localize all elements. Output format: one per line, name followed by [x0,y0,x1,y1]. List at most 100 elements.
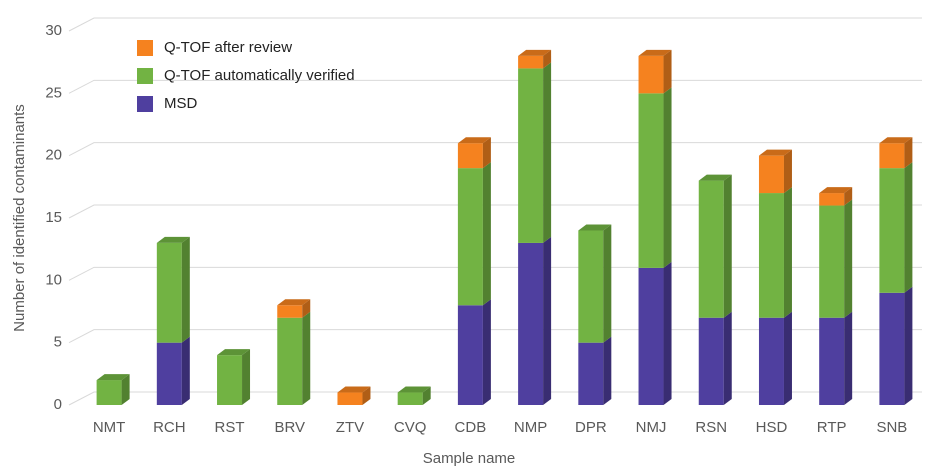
x-tick-label: BRV [274,419,305,436]
bar-side [242,349,251,405]
bar-side [422,386,431,405]
bar-side [663,261,672,405]
bar-top [638,49,672,56]
bar-top [758,149,792,156]
bar-side [904,162,913,293]
y-tick-label: 25 [45,84,62,101]
bar-side [663,87,672,268]
bar-front [819,205,845,318]
y-tick-label: 15 [45,209,62,226]
y-tick-label: 0 [54,396,62,413]
bar-side [543,236,552,405]
bar-side [543,62,552,243]
x-tick-label: HSD [756,419,788,436]
bar-front [638,93,664,268]
bar-segment [518,49,552,69]
bar-top [578,224,612,231]
bar-side [783,187,792,318]
bar-front [879,143,905,169]
grid-line [68,204,922,219]
bar-segment [156,236,190,343]
bar-segment [156,336,190,405]
bar-side [482,162,491,306]
x-tick-label: RTP [817,419,847,436]
bar-top [156,236,190,243]
bar-segment [96,374,130,405]
bar-front [758,155,784,194]
bar-top [518,49,552,56]
y-tick-label: 10 [45,271,62,288]
bar-top [819,187,853,194]
bar-segment [819,311,853,405]
bar-side [723,311,732,405]
bar-side [302,311,311,405]
bar-segment [457,162,491,306]
bar-segment [758,187,792,318]
grid-line [68,142,922,157]
bar-segment [457,299,491,405]
bar-top [879,137,913,144]
bar-segment [758,149,792,194]
bar-segment [578,336,612,405]
bar-segment [337,386,371,405]
grid-line [68,266,922,281]
bar-segment [638,49,672,94]
bar-top [217,349,251,356]
bar-front [879,292,905,405]
bar-side [362,386,371,405]
bar-front [518,68,544,243]
x-axis-title: Sample name [423,450,516,467]
bar-segment [518,236,552,405]
bar-segment [578,224,612,343]
bar-front [638,267,664,405]
bar-side [603,224,612,343]
bar-side [844,187,853,206]
bar-side [783,311,792,405]
bar-segment [698,311,732,405]
bar-side [844,199,853,318]
bar-front [337,392,363,405]
bar-segment [758,311,792,405]
bar-front [217,355,243,405]
bar-side [844,311,853,405]
bar-front [698,180,724,318]
bar-segment [638,87,672,268]
bar-top [277,299,311,306]
bar-top [698,174,732,181]
legend-label: Q-TOF after review [164,39,292,56]
x-tick-label: NMJ [636,419,667,436]
bar-front [96,380,122,405]
bar-side [783,149,792,194]
bar-side [121,374,130,405]
bar-front [758,317,784,405]
y-tick-label: 20 [45,147,62,164]
bar-front [879,168,905,293]
bar-segment [698,174,732,318]
bar-side [723,174,732,318]
bar-side [181,336,190,405]
bar-front [578,230,604,343]
bar-front [156,342,182,405]
grid-line [68,329,922,344]
x-tick-label: CDB [455,419,487,436]
bar-segment [277,299,311,318]
bar-front [518,55,544,69]
legend-label: MSD [164,95,198,112]
x-tick-label: SNB [876,419,907,436]
y-tick-label: 5 [54,334,62,351]
x-tick-label: RSN [695,419,727,436]
x-tick-label: RCH [153,419,186,436]
bar-front [698,317,724,405]
bar-segment [879,137,913,169]
bar-segment [638,261,672,405]
bar-front [457,168,483,306]
grid-line [68,17,922,32]
bar-top [457,137,491,144]
bar-segment [457,137,491,169]
y-tick-label: 30 [45,22,62,39]
bar-top [397,386,431,393]
bar-front [277,317,303,405]
x-tick-label: NMP [514,419,547,436]
bar-side [603,336,612,405]
x-tick-label: CVQ [394,419,427,436]
